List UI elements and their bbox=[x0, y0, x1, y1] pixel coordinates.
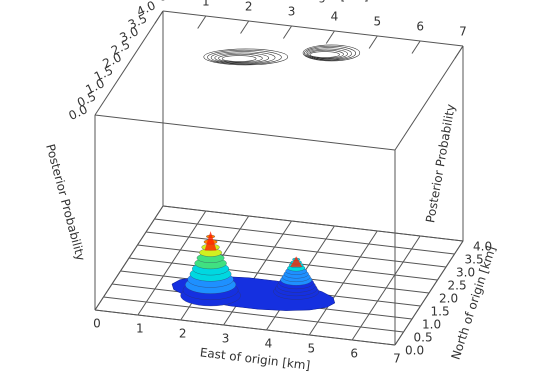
x-tick-label: 0 bbox=[93, 317, 101, 331]
surface-peak bbox=[290, 256, 303, 267]
box-edge bbox=[94, 114, 396, 151]
contour bbox=[203, 48, 289, 66]
box-edge bbox=[94, 205, 164, 311]
contour bbox=[214, 52, 270, 64]
grid-line bbox=[145, 231, 447, 268]
y-tick-label: 0.0 bbox=[405, 344, 424, 358]
grid-line bbox=[162, 205, 464, 242]
contour bbox=[308, 49, 344, 59]
contour bbox=[305, 47, 352, 60]
grid-line bbox=[137, 244, 438, 281]
top-contours bbox=[203, 44, 361, 66]
x-tick-label: 7 bbox=[459, 25, 467, 39]
y-tick-label: 1.5 bbox=[431, 305, 450, 319]
x-tick-label: 6 bbox=[416, 20, 424, 34]
y-tick-label: 2.0 bbox=[439, 292, 458, 306]
tick-mark bbox=[240, 20, 250, 34]
y-tick-label: 4.0 bbox=[473, 240, 492, 254]
box-edge bbox=[94, 10, 164, 116]
box-edge bbox=[94, 309, 396, 346]
tick-mark bbox=[368, 35, 378, 49]
grid-line bbox=[154, 218, 455, 255]
y-tick-label: 2.5 bbox=[448, 279, 467, 293]
contour bbox=[221, 55, 257, 62]
x-tick-label: 4 bbox=[331, 10, 339, 24]
z-axis-label: Posterior Probability bbox=[43, 142, 88, 262]
x-tick-label: 2 bbox=[245, 0, 253, 14]
grid-line bbox=[103, 296, 404, 333]
contour bbox=[304, 45, 357, 61]
x-tick-label: 6 bbox=[350, 347, 358, 361]
x-tick-label: 0 bbox=[159, 0, 167, 4]
x-tick-label: 1 bbox=[136, 322, 144, 336]
x-tick-label: 1 bbox=[202, 0, 210, 9]
x-tick-label: 4 bbox=[265, 337, 273, 351]
x-tick-label: 7 bbox=[393, 352, 401, 366]
y-tick-label: 3.5 bbox=[465, 253, 484, 267]
x-tick-label: 2 bbox=[179, 327, 187, 341]
y-tick-label: 1.0 bbox=[422, 318, 441, 332]
contour bbox=[302, 44, 361, 62]
x-tick-label: 3 bbox=[222, 332, 230, 346]
tick-mark bbox=[411, 40, 421, 54]
x-tick-label: 5 bbox=[307, 342, 315, 356]
contour bbox=[210, 51, 276, 64]
contour bbox=[207, 49, 282, 65]
tick-mark bbox=[325, 30, 335, 44]
tick-mark bbox=[197, 15, 207, 29]
x-axis-label: East of origin [km] bbox=[257, 0, 368, 3]
x-tick-label: 3 bbox=[288, 5, 296, 19]
x-axis-label: East of origin [km] bbox=[199, 345, 311, 372]
box-edge bbox=[394, 45, 464, 151]
box-edge bbox=[394, 240, 464, 346]
z-axis-label: Posterior Probability bbox=[423, 103, 458, 224]
y-tick-label: 3.0 bbox=[456, 266, 475, 280]
contour bbox=[306, 48, 348, 60]
box-edge bbox=[162, 10, 464, 47]
contour bbox=[218, 53, 263, 63]
y-tick-label: 0.5 bbox=[414, 331, 433, 345]
grid-line bbox=[128, 257, 430, 294]
x-tick-label: 5 bbox=[373, 15, 381, 29]
contour bbox=[309, 51, 340, 58]
surface-peak bbox=[204, 231, 217, 251]
tick-mark bbox=[282, 25, 292, 39]
